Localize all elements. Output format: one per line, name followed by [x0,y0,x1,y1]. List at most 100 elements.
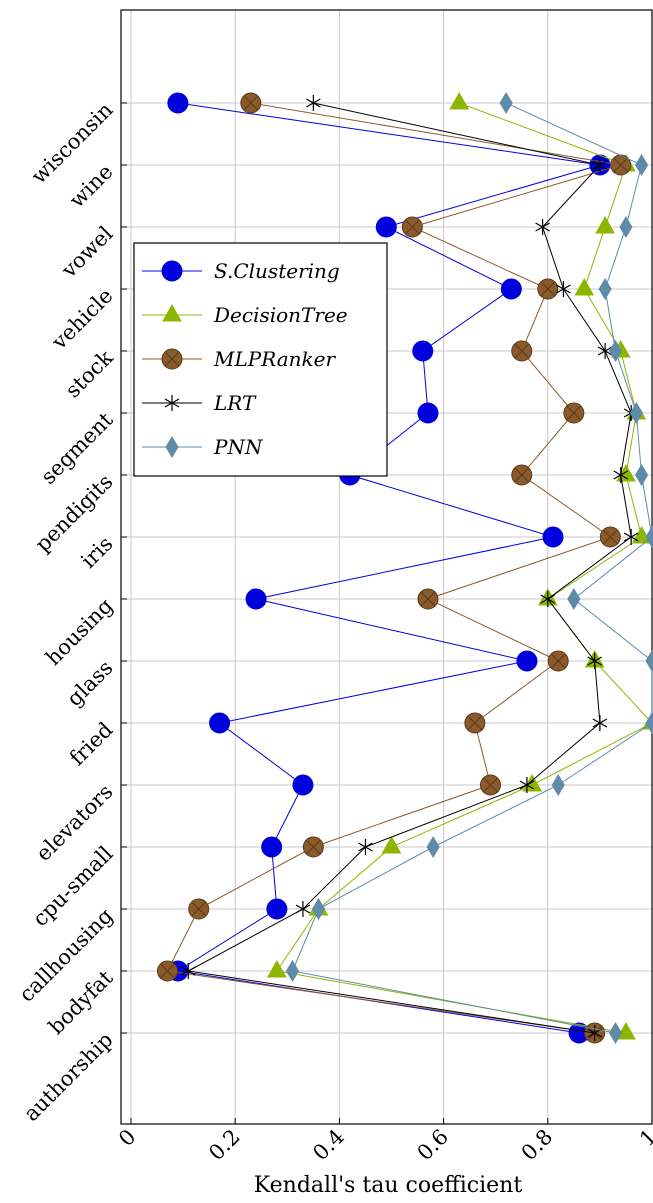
axis-ticks [121,102,653,1124]
legend-label: LRT [213,391,257,415]
data-point [412,340,434,362]
x-axis-title: Kendall's tau coefficient [254,1173,523,1198]
series-mlpranker [156,92,632,1044]
data-point [519,777,535,793]
data-point [479,774,501,796]
data-point [645,650,653,672]
y-tick-label: vehicle [47,284,118,355]
data-point [629,402,643,424]
data-point [645,712,653,734]
x-tick-label: 0.8 [517,1125,558,1166]
data-point [306,95,321,111]
data-point [608,1022,623,1044]
data-point [623,529,639,545]
legend-entry: MLPRanker [142,347,336,371]
series-line [276,102,653,1034]
series-line [291,102,653,1034]
data-point [511,464,533,486]
data-point [302,836,324,858]
data-point [542,526,564,548]
x-tick-label: 0.2 [204,1125,245,1166]
data-point [500,278,522,300]
data-point [595,215,615,234]
data-point [295,901,311,917]
legend-label: MLPRanker [213,347,336,371]
data-point [261,836,283,858]
data-point [537,278,559,300]
y-tick-label: vowel [56,221,117,282]
data-point [499,92,513,114]
legend-entry: LRT [142,391,257,415]
data-point [522,773,543,792]
data-point [267,959,287,978]
data-point [266,898,288,920]
data-point [311,898,326,920]
series-line [176,102,601,1034]
y-tick-label: authorship [19,1028,117,1126]
data-point [631,525,652,544]
series-decisiontree [267,91,653,1040]
data-point [181,963,196,979]
data-point [464,712,486,734]
data-point [599,526,621,548]
data-point [167,92,189,114]
data-point [645,526,653,548]
data-point [563,402,585,424]
data-point [616,1021,636,1040]
series-s-clustering [167,92,611,1044]
data-point [426,836,440,858]
y-tick-labels: wisconsinwinevowelvehiclestocksegmentpen… [14,98,118,1126]
series-line [186,102,632,1034]
x-tick-label: 0.6 [413,1125,454,1166]
data-point [610,154,632,176]
data-point [292,774,314,796]
x-tick-label: 0.4 [308,1125,349,1166]
y-tick-label: iris [76,532,117,573]
legend-label: DecisionTree [213,303,348,327]
y-tick-label: housing [41,594,117,670]
series-line [166,102,621,1034]
legend-entry: S.Clustering [142,259,340,283]
data-point [516,650,538,672]
legend-label: PNN [213,435,264,459]
data-point [592,157,608,173]
data-point [619,216,633,238]
y-tick-label: glass [62,656,117,711]
x-tick-label: 0 [114,1125,140,1151]
legend-label: S.Clustering [214,259,340,283]
legend-marker [161,260,183,282]
data-point [245,588,267,610]
legend: S.Clustering DecisionTree MLPRanker LRT PNN [133,242,388,477]
data-point [511,340,533,362]
data-point [547,650,569,672]
legend-entry: PNN [142,435,264,459]
data-point [634,154,649,176]
y-tick-label: stock [61,345,118,402]
x-tick-labels: 0 0.2 0.4 0.6 0.8 1 [114,1125,653,1166]
legend-marker [165,436,179,458]
legend-marker [164,395,180,411]
data-point [417,402,439,424]
data-point [375,216,397,238]
legend-marker [161,348,183,370]
data-point [285,960,300,982]
data-point [634,464,649,486]
data-point [417,588,439,610]
legend-marker [162,303,182,322]
data-point [401,216,423,238]
data-point [209,712,231,734]
data-point [535,219,550,235]
data-point [556,281,571,297]
data-point [587,653,602,669]
data-point [188,898,210,920]
data-point [592,715,608,731]
data-point [613,467,629,483]
data-point [240,92,262,114]
data-point [597,343,613,359]
x-tick-label: 1 [635,1125,653,1151]
data-point [156,960,178,982]
data-point [449,91,470,110]
y-tick-label: fried [65,718,118,771]
plot-frame [120,9,653,1125]
data-point [608,340,623,362]
